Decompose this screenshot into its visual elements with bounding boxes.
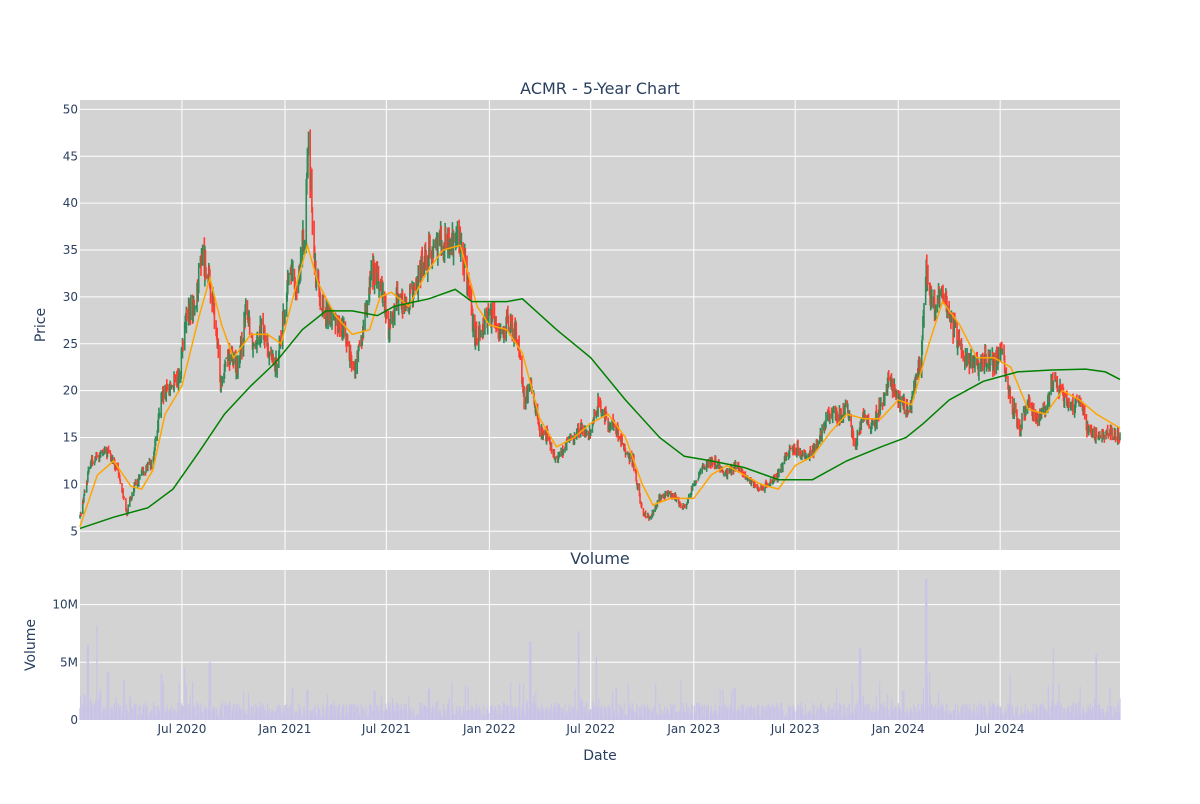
volume-plot-background (80, 570, 1120, 720)
price-y-tick-label: 30 (63, 290, 78, 304)
price-y-tick-label: 35 (63, 243, 78, 257)
price-y-tick-label: 20 (63, 384, 78, 398)
price-y-axis-title: Price (33, 308, 49, 342)
moving-average-lines (79, 242, 1121, 530)
volume-y-tick-label: 5M (60, 655, 78, 669)
date-x-tick-label: Jul 2020 (157, 722, 207, 736)
moving-average-line (79, 288, 1121, 530)
date-x-tick-label: Jan 2021 (258, 722, 312, 736)
volume-y-tick-labels: 0 5M 10M (52, 598, 78, 727)
volume-y-axis-title: Volume (23, 619, 39, 671)
price-y-tick-labels: 5 10 15 20 25 30 35 40 45 50 (63, 102, 78, 538)
date-x-tick-labels: Jul 2020 Jan 2021 Jul 2021 Jan 2022 Jul 2022… (157, 722, 1025, 736)
price-y-tick-label: 10 (63, 477, 78, 491)
date-x-tick-label: Jan 2023 (666, 722, 720, 736)
date-x-tick-label: Jul 2024 (975, 722, 1025, 736)
moving-average-line (79, 242, 1121, 527)
date-x-tick-label: Jul 2021 (361, 722, 411, 736)
price-y-tick-label: 5 (70, 524, 78, 538)
date-x-tick-label: Jan 2024 (871, 722, 925, 736)
price-y-tick-label: 50 (63, 102, 78, 116)
price-chart-title: ACMR - 5-Year Chart (520, 79, 680, 98)
volume-y-tick-label: 0 (70, 713, 78, 727)
volume-gridlines (80, 570, 1120, 720)
price-y-tick-label: 45 (63, 149, 78, 163)
price-y-tick-label: 25 (63, 337, 78, 351)
price-y-tick-label: 15 (63, 431, 78, 445)
x-axis-title: Date (583, 748, 616, 764)
price-y-tick-label: 40 (63, 196, 78, 210)
volume-chart-title: Volume (570, 549, 630, 568)
price-plot-background (80, 100, 1120, 550)
volume-bars (79, 579, 1121, 720)
date-x-tick-label: Jul 2022 (565, 722, 615, 736)
date-x-tick-label: Jul 2023 (770, 722, 820, 736)
date-x-tick-label: Jan 2022 (462, 722, 516, 736)
volume-y-tick-label: 10M (52, 598, 78, 612)
